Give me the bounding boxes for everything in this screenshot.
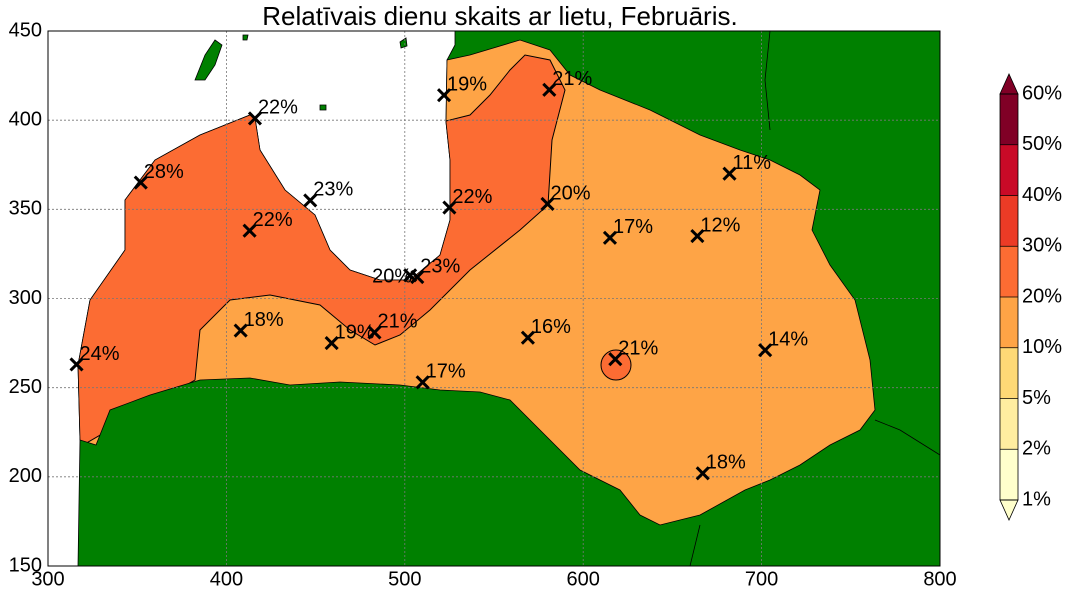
station-label: 12% xyxy=(700,214,740,236)
y-tick-label: 350 xyxy=(9,198,42,220)
station-label: 17% xyxy=(426,361,466,383)
station-marker xyxy=(367,325,382,340)
station-label: 18% xyxy=(706,452,746,474)
station-marker xyxy=(410,270,425,285)
x-tick-label: 800 xyxy=(923,568,956,590)
country-border xyxy=(689,31,940,566)
plot-frame xyxy=(47,30,941,567)
station-label: 23% xyxy=(420,255,460,277)
station-marker xyxy=(233,323,248,338)
x-tick-label: 400 xyxy=(210,568,243,590)
station-label: 22% xyxy=(452,186,492,208)
station-label: 20% xyxy=(551,182,591,204)
country-border xyxy=(77,39,876,526)
station-marker xyxy=(602,230,618,245)
x-tick-label: 700 xyxy=(745,568,778,590)
station-marker xyxy=(442,200,457,215)
colorbar-label: 30% xyxy=(1022,235,1062,257)
station-marker xyxy=(608,352,623,367)
colorbar-segment xyxy=(1000,398,1018,450)
station-label: 21% xyxy=(552,68,592,90)
station-marker xyxy=(520,330,535,345)
colorbar-label: 2% xyxy=(1022,438,1051,460)
station-marker xyxy=(133,175,148,190)
station-marker xyxy=(758,343,773,358)
colorbar-segment xyxy=(1000,144,1018,196)
station-label: 22% xyxy=(253,209,293,231)
station-marker xyxy=(415,375,430,390)
y-tick-label: 200 xyxy=(9,465,42,487)
station-label: 28% xyxy=(144,161,184,183)
y-tick-label: 400 xyxy=(9,108,42,130)
station-label: 21% xyxy=(618,337,658,359)
colorbar-label: 20% xyxy=(1022,285,1062,307)
station-marker xyxy=(69,357,84,372)
station-label: 16% xyxy=(531,316,571,338)
colorbar-label: 60% xyxy=(1022,82,1062,104)
colorbar-label: 5% xyxy=(1022,387,1051,409)
y-tick-label: 450 xyxy=(9,19,42,41)
colorbar-label: 10% xyxy=(1022,336,1062,358)
station-marker xyxy=(242,223,257,238)
colorbar-label: 1% xyxy=(1022,488,1051,510)
x-tick-label: 500 xyxy=(388,568,421,590)
x-tick-label: 300 xyxy=(31,568,64,590)
station-marker xyxy=(542,82,557,97)
station-label: 22% xyxy=(258,97,298,119)
y-tick-label: 150 xyxy=(9,554,42,576)
contour-region xyxy=(600,349,632,381)
colorbar-extend xyxy=(999,499,1019,521)
station-marker xyxy=(436,88,452,103)
station-label: 20% xyxy=(372,266,412,288)
colorbar-label: 40% xyxy=(1022,184,1062,206)
station-label: 14% xyxy=(768,328,808,350)
colorbar-segment xyxy=(1000,449,1018,500)
colorbar-extend xyxy=(999,73,1019,95)
island xyxy=(194,34,408,111)
station-label: 19% xyxy=(447,73,487,95)
station-marker xyxy=(695,466,710,481)
station-marker xyxy=(540,196,555,212)
station-marker xyxy=(690,229,705,244)
station-label: 17% xyxy=(613,216,653,238)
station-label: 24% xyxy=(80,343,120,365)
station-label: 19% xyxy=(335,321,375,343)
station-label: 21% xyxy=(377,311,417,333)
colorbar-segment xyxy=(1000,347,1018,399)
station-label: 23% xyxy=(313,179,353,201)
station-marker xyxy=(324,336,339,351)
colorbar-segment xyxy=(1000,195,1018,247)
x-tick-label: 600 xyxy=(567,568,600,590)
colorbar-segment xyxy=(1000,94,1018,145)
station-label: 18% xyxy=(244,309,284,331)
colorbar-segment xyxy=(1000,246,1018,297)
station-marker xyxy=(247,111,263,126)
station-marker xyxy=(303,193,318,208)
station-label: 11% xyxy=(732,152,771,174)
y-tick-label: 300 xyxy=(9,287,42,309)
colorbar-segment xyxy=(1000,297,1018,348)
colorbar-label: 50% xyxy=(1022,133,1062,155)
chart-title: Relatīvais dienu skaits ar lietu, Februā… xyxy=(262,1,737,31)
y-tick-label: 250 xyxy=(9,376,42,398)
station-marker xyxy=(722,166,737,181)
